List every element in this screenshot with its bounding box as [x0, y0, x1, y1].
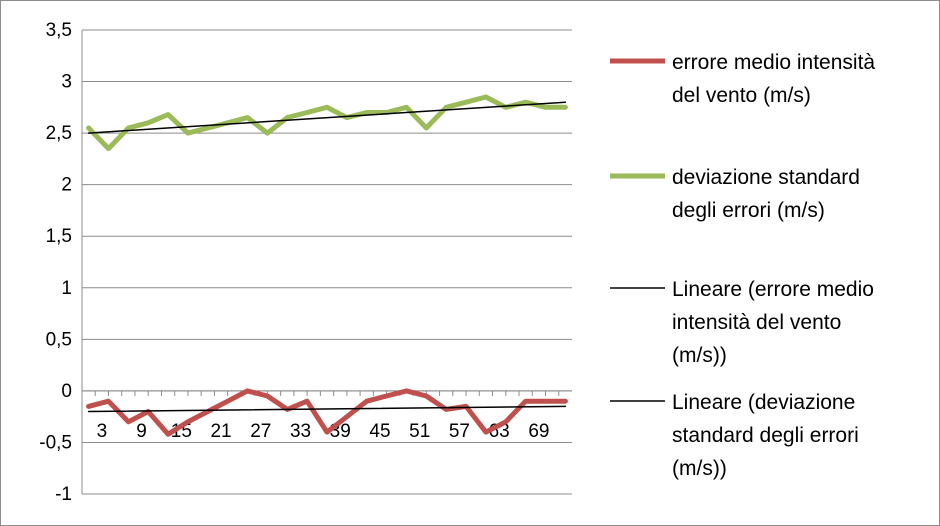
- y-tick-label: 1,5: [46, 226, 72, 247]
- legend-label-0: errore medio intensità: [672, 51, 875, 74]
- series-line-0: [86, 388, 568, 437]
- y-tick-label: 2: [61, 175, 72, 196]
- series-line-2: [87, 405, 567, 413]
- y-tick-label: 3,5: [46, 20, 72, 41]
- legend-label-3: Lineare (deviazione: [672, 391, 855, 414]
- y-tick-label: -0,5: [39, 432, 72, 453]
- x-tick-label: 45: [369, 421, 390, 442]
- x-tick-label: 57: [449, 421, 470, 442]
- legend-label-1: degli errori (m/s): [672, 199, 825, 222]
- x-tick-label: 9: [136, 421, 147, 442]
- y-tick-label: -1: [55, 484, 72, 505]
- legend-label-2: Lineare (errore medio: [672, 278, 874, 301]
- series-line-1: [86, 94, 568, 152]
- y-tick-label: 2,5: [46, 123, 72, 144]
- series-line-3: [87, 101, 567, 134]
- y-tick-label: 1: [61, 278, 72, 299]
- legend-label-3: standard degli errori: [672, 424, 859, 447]
- x-tick-label: 33: [290, 421, 311, 442]
- x-tick-label: 3: [97, 421, 108, 442]
- legend-label-0: del vento (m/s): [672, 84, 811, 107]
- legend-label-2: (m/s)): [672, 344, 727, 367]
- legend-label-3: (m/s)): [672, 457, 727, 480]
- y-tick-label: 0,5: [46, 329, 72, 350]
- y-tick-label: 3: [61, 72, 72, 93]
- x-tick-label: 51: [409, 421, 430, 442]
- x-tick-label: 27: [250, 421, 271, 442]
- y-tick-label: 0: [61, 381, 72, 402]
- x-tick-label: 69: [528, 421, 549, 442]
- x-tick-label: 21: [210, 421, 231, 442]
- legend-label-2: intensità del vento: [672, 311, 841, 334]
- x-tick-label: 15: [171, 421, 192, 442]
- legend-label-1: deviazione standard: [672, 166, 860, 189]
